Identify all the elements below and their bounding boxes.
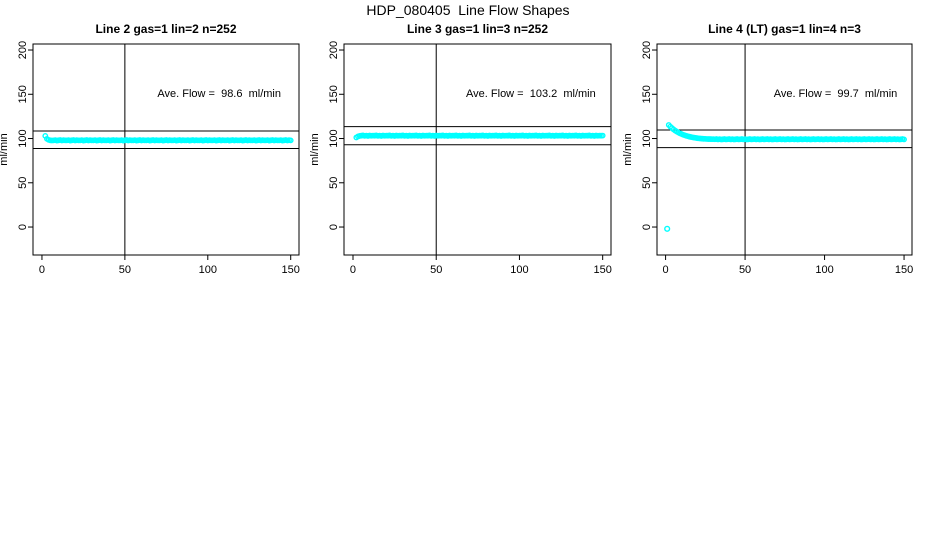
y-tick-label: 50 [641,177,653,189]
series-line3-flow [353,132,606,141]
y-tick-label: 150 [641,85,653,103]
y-tick-label: 0 [328,224,340,230]
x-tick-label: 0 [350,264,356,276]
flow-charts-svg: 0 50 100 150 0 50 100 150 200 ml/min Line 2 gas=1 … [0,22,913,276]
y-tick-label: 100 [328,129,340,147]
ave-flow-label: Ave. Flow = 98.6 ml/min [157,88,281,100]
y-tick-label: 200 [328,41,340,59]
x-tick-label: 100 [199,264,217,276]
x-tick-label: 150 [593,264,611,276]
outlier-point [664,225,671,232]
plot-box [656,43,913,256]
x-tick-label: 100 [510,264,528,276]
series-line4-flow [664,122,907,232]
panel-title: Line 3 gas=1 lin=3 n=252 [407,22,548,36]
x-tick-label: 150 [895,264,913,276]
y-tick-label: 100 [641,129,653,147]
y-tick-label: 150 [17,85,29,103]
plot-box [32,43,300,256]
y-tick-label: 150 [328,85,340,103]
figure-title: HDP_080405 Line Flow Shapes [366,2,570,18]
x-tick-label: 100 [815,264,833,276]
panel-title: Line 2 gas=1 lin=2 n=252 [95,22,236,36]
ave-flow-label: Ave. Flow = 103.2 ml/min [466,88,596,100]
data-point [901,136,907,143]
y-tick-label: 0 [641,224,653,230]
y-axis-title: ml/min [0,133,10,165]
panel-1: 0 50 100 150 0 50 100 150 200 ml/min Line 2 gas=1 … [0,22,300,276]
panel-3: 0 50 100 150 0 50 100 150 200 ml/min Line 4 (LT) g… [622,22,913,276]
y-tick-label: 200 [641,41,653,59]
y-tick-label: 200 [17,41,29,59]
panel-title: Line 4 (LT) gas=1 lin=4 n=3 [708,22,861,36]
x-tick-label: 50 [430,264,442,276]
y-tick-label: 50 [328,177,340,189]
y-tick-label: 0 [17,224,29,230]
panel-2: 0 50 100 150 0 50 100 150 200 ml/min Line 3 gas=1 … [309,22,612,276]
y-axis-title: ml/min [309,133,321,165]
plot-box [343,43,612,256]
ave-flow-label: Ave. Flow = 99.7 ml/min [774,88,898,100]
x-tick-label: 150 [282,264,300,276]
data-point [287,137,294,144]
y-tick-label: 50 [17,177,29,189]
data-point [599,132,606,139]
x-tick-label: 0 [39,264,45,276]
series-line2-flow [42,132,294,144]
x-tick-label: 50 [119,264,131,276]
y-tick-label: 100 [17,129,29,147]
x-tick-label: 0 [663,264,669,276]
y-axis-title: ml/min [622,133,634,165]
x-tick-label: 50 [739,264,751,276]
